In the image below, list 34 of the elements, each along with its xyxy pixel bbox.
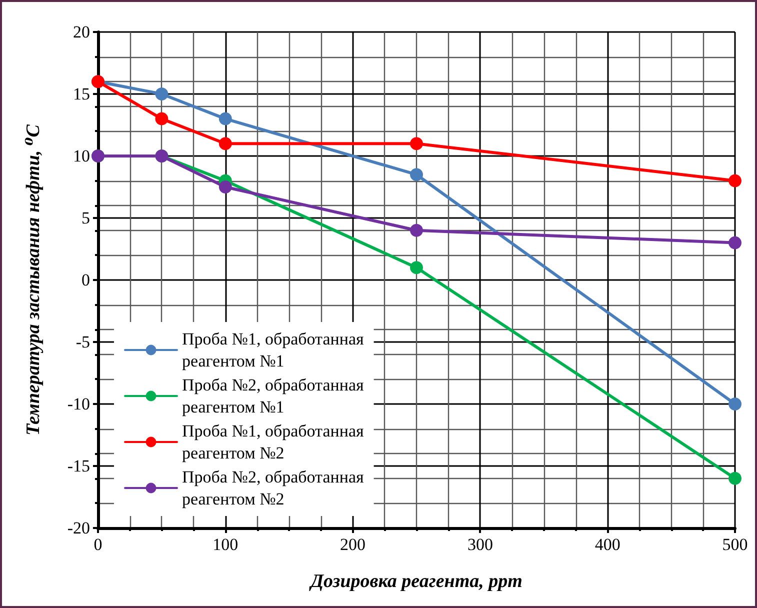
point [728,472,742,485]
y-tick-label: 0 [82,270,90,290]
point [728,174,742,188]
point [728,398,742,410]
point [218,112,232,126]
x-tick-label: 300 [467,535,493,554]
point [218,137,232,150]
y-tick-label: 5 [82,208,90,228]
legend-label: Проба №2, обработанная реагентом №1 [182,376,364,416]
point [728,236,742,250]
y-tick-label: 15 [73,84,90,104]
legend-label: Проба №2, обработанная реагентом №2 [182,468,364,508]
y-tick-label: -20 [67,518,90,538]
point [155,112,168,126]
y-tick-label: -10 [67,394,90,414]
x-tick-label: 400 [594,535,620,554]
point [410,224,423,237]
y-tick-label: -5 [76,332,90,352]
y-tick-label: -15 [67,456,90,476]
point [155,88,168,100]
point [410,137,423,150]
x-axis-title: Дозировка реагента, ppm [308,571,522,592]
point [410,261,423,274]
x-tick-label: 200 [340,535,366,554]
y-tick-label: 10 [73,146,90,166]
x-tick-label: 500 [722,535,748,554]
point [218,180,232,194]
y-axis-title: Температура застывания нефти, ⁰C [23,124,44,436]
legend-label: Проба №1, обработанная реагентом №2 [182,422,364,462]
legend-label: Проба №1, обработанная реагентом №1 [182,330,364,370]
x-tick-label: 100 [212,535,238,554]
y-tick-label: 20 [73,22,90,42]
x-tick-label: 0 [94,535,102,554]
point [410,168,423,182]
